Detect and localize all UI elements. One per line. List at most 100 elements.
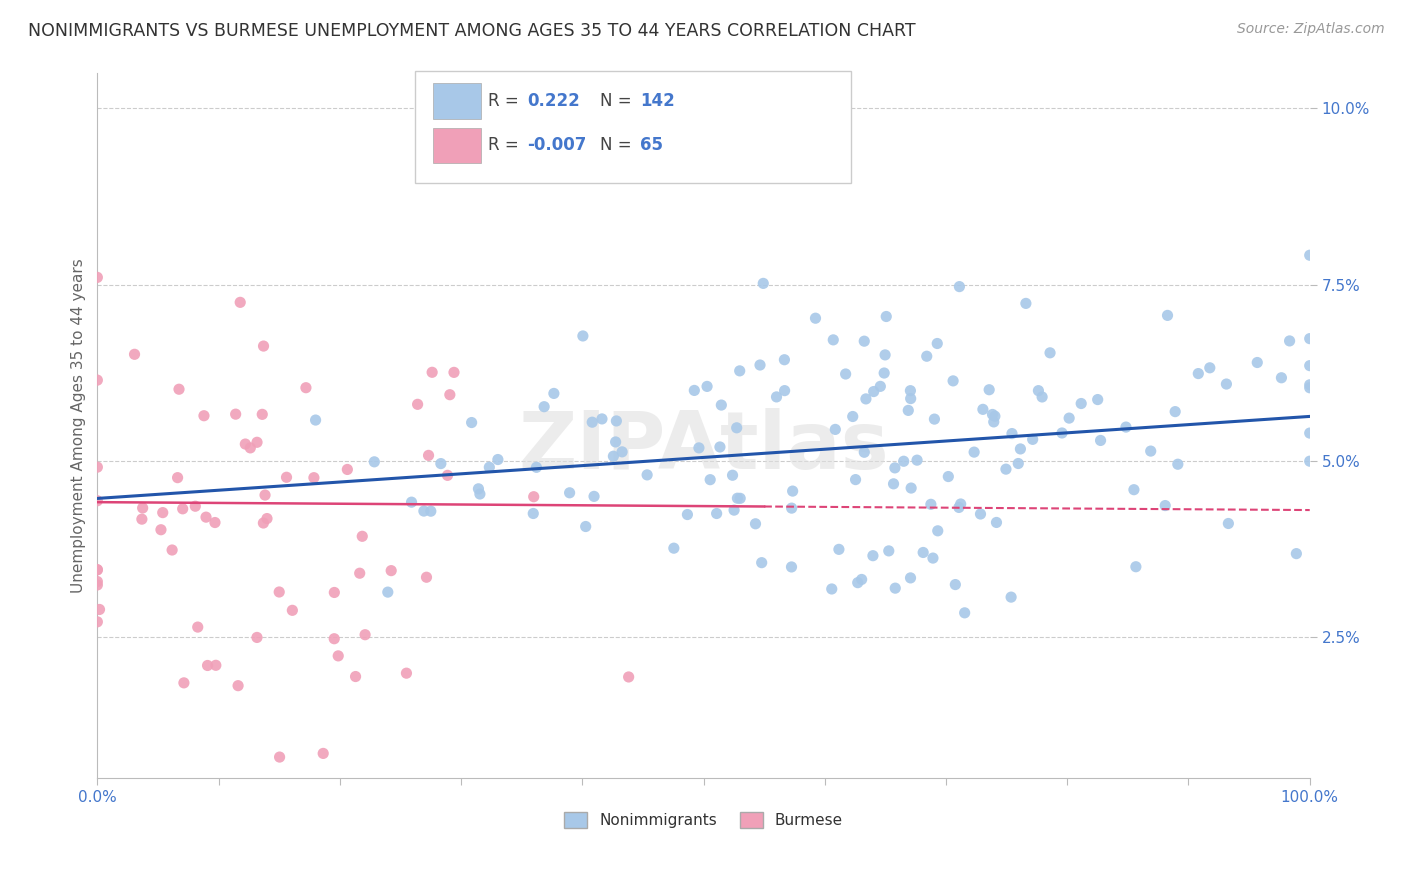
Point bbox=[86, 615, 108, 629]
Point bbox=[710, 398, 733, 412]
Point bbox=[1090, 434, 1112, 448]
Point bbox=[1299, 426, 1322, 441]
Point bbox=[862, 384, 884, 399]
Point bbox=[1215, 377, 1237, 392]
Point bbox=[246, 435, 269, 450]
Point bbox=[765, 390, 787, 404]
Point bbox=[295, 381, 318, 395]
Point bbox=[1057, 411, 1080, 425]
Point bbox=[963, 445, 986, 459]
Point bbox=[1198, 360, 1220, 375]
Point bbox=[1125, 559, 1147, 574]
Point bbox=[89, 602, 111, 616]
Point bbox=[1299, 377, 1322, 392]
Point bbox=[131, 500, 153, 515]
Point bbox=[304, 413, 326, 427]
Point bbox=[575, 519, 598, 533]
Point bbox=[1299, 454, 1322, 468]
Point bbox=[354, 628, 377, 642]
Point bbox=[349, 566, 371, 581]
Text: 65: 65 bbox=[640, 136, 662, 154]
Point bbox=[610, 445, 633, 459]
Point bbox=[1246, 355, 1268, 369]
Point bbox=[920, 497, 942, 511]
Point bbox=[256, 511, 278, 525]
Point bbox=[984, 409, 1007, 424]
Point bbox=[302, 471, 325, 485]
Point bbox=[276, 470, 298, 484]
Point bbox=[869, 379, 891, 393]
Point bbox=[86, 493, 108, 508]
Point bbox=[558, 485, 581, 500]
Point bbox=[239, 441, 262, 455]
Point bbox=[436, 468, 458, 483]
Point bbox=[1187, 367, 1209, 381]
Point bbox=[420, 365, 443, 379]
Point bbox=[1031, 390, 1053, 404]
Point bbox=[246, 631, 269, 645]
Text: N =: N = bbox=[600, 92, 631, 110]
Point bbox=[1154, 499, 1177, 513]
Point bbox=[187, 620, 209, 634]
Point bbox=[983, 415, 1005, 429]
Point bbox=[1028, 384, 1050, 398]
Point bbox=[149, 523, 172, 537]
Y-axis label: Unemployment Among Ages 35 to 44 years: Unemployment Among Ages 35 to 44 years bbox=[72, 258, 86, 593]
Point bbox=[252, 408, 274, 422]
Point bbox=[160, 543, 183, 558]
Point bbox=[721, 468, 744, 483]
Text: 0.222: 0.222 bbox=[527, 92, 581, 110]
Point bbox=[1299, 381, 1322, 395]
Point bbox=[1122, 483, 1144, 497]
Point bbox=[924, 412, 946, 426]
Point bbox=[725, 491, 748, 506]
Point bbox=[821, 582, 844, 596]
Point bbox=[883, 476, 905, 491]
Point bbox=[602, 449, 624, 463]
Point bbox=[605, 414, 627, 428]
Point bbox=[900, 392, 922, 406]
Point bbox=[936, 469, 959, 483]
Point bbox=[443, 365, 465, 379]
Point bbox=[1164, 404, 1187, 418]
Point bbox=[699, 473, 721, 487]
Point bbox=[152, 506, 174, 520]
Point bbox=[751, 556, 773, 570]
Point bbox=[1001, 426, 1024, 441]
Point bbox=[1278, 334, 1301, 348]
Point bbox=[1218, 516, 1240, 531]
Point bbox=[193, 409, 215, 423]
Point bbox=[986, 516, 1008, 530]
Point bbox=[883, 461, 905, 475]
Point bbox=[344, 669, 367, 683]
Point bbox=[834, 367, 856, 381]
Point bbox=[723, 503, 745, 517]
Point bbox=[460, 416, 482, 430]
Point bbox=[969, 507, 991, 521]
Point bbox=[782, 484, 804, 499]
Point bbox=[229, 295, 252, 310]
Point bbox=[1087, 392, 1109, 407]
Point bbox=[922, 551, 945, 566]
Text: Source: ZipAtlas.com: Source: ZipAtlas.com bbox=[1237, 22, 1385, 37]
Point bbox=[526, 460, 548, 475]
Point bbox=[1167, 457, 1189, 471]
Point bbox=[981, 408, 1004, 422]
Point bbox=[352, 529, 374, 543]
Point bbox=[605, 434, 627, 449]
Point bbox=[728, 491, 751, 506]
Point bbox=[773, 352, 796, 367]
Point bbox=[418, 449, 440, 463]
Point bbox=[430, 457, 453, 471]
Point bbox=[1270, 370, 1292, 384]
Point bbox=[853, 334, 876, 348]
Point bbox=[943, 577, 966, 591]
Point bbox=[478, 460, 501, 475]
Text: R =: R = bbox=[488, 92, 519, 110]
Point bbox=[401, 495, 423, 509]
Point bbox=[893, 454, 915, 468]
Point bbox=[197, 658, 219, 673]
Point bbox=[522, 507, 544, 521]
Point bbox=[252, 339, 274, 353]
Point bbox=[862, 549, 884, 563]
